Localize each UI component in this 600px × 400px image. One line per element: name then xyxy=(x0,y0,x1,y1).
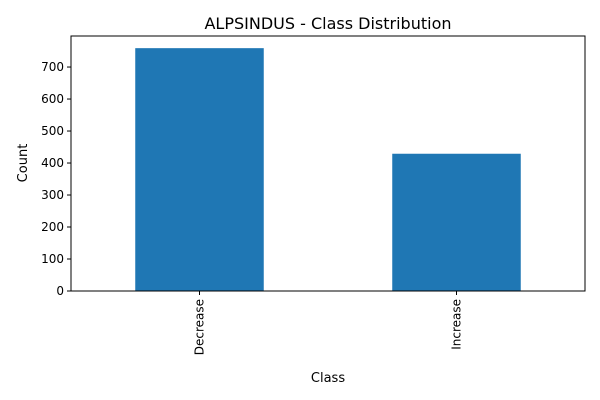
y-tick-label: 500 xyxy=(41,124,64,138)
y-tick-label: 400 xyxy=(41,156,64,170)
y-tick-label: 700 xyxy=(41,60,64,74)
y-axis-label: Count xyxy=(16,144,31,183)
y-tick-label: 600 xyxy=(41,92,64,106)
y-tick-label: 200 xyxy=(41,220,64,234)
plot-frame xyxy=(70,35,586,292)
bar-increase xyxy=(392,153,521,291)
bars-group xyxy=(135,48,521,291)
x-tick-label: Decrease xyxy=(193,299,207,355)
y-tick-label: 0 xyxy=(56,284,64,298)
y-tick-label: 300 xyxy=(41,188,64,202)
x-tick-label: Increase xyxy=(450,299,464,350)
y-axis: 0 100 200 300 400 500 600 700 xyxy=(41,60,71,298)
bar-decrease xyxy=(135,48,264,291)
x-axis: Decrease Increase xyxy=(193,291,464,355)
x-axis-label: Class xyxy=(311,371,345,386)
y-tick-label: 100 xyxy=(41,252,64,266)
chart-title: ALPSINDUS - Class Distribution xyxy=(204,14,451,33)
